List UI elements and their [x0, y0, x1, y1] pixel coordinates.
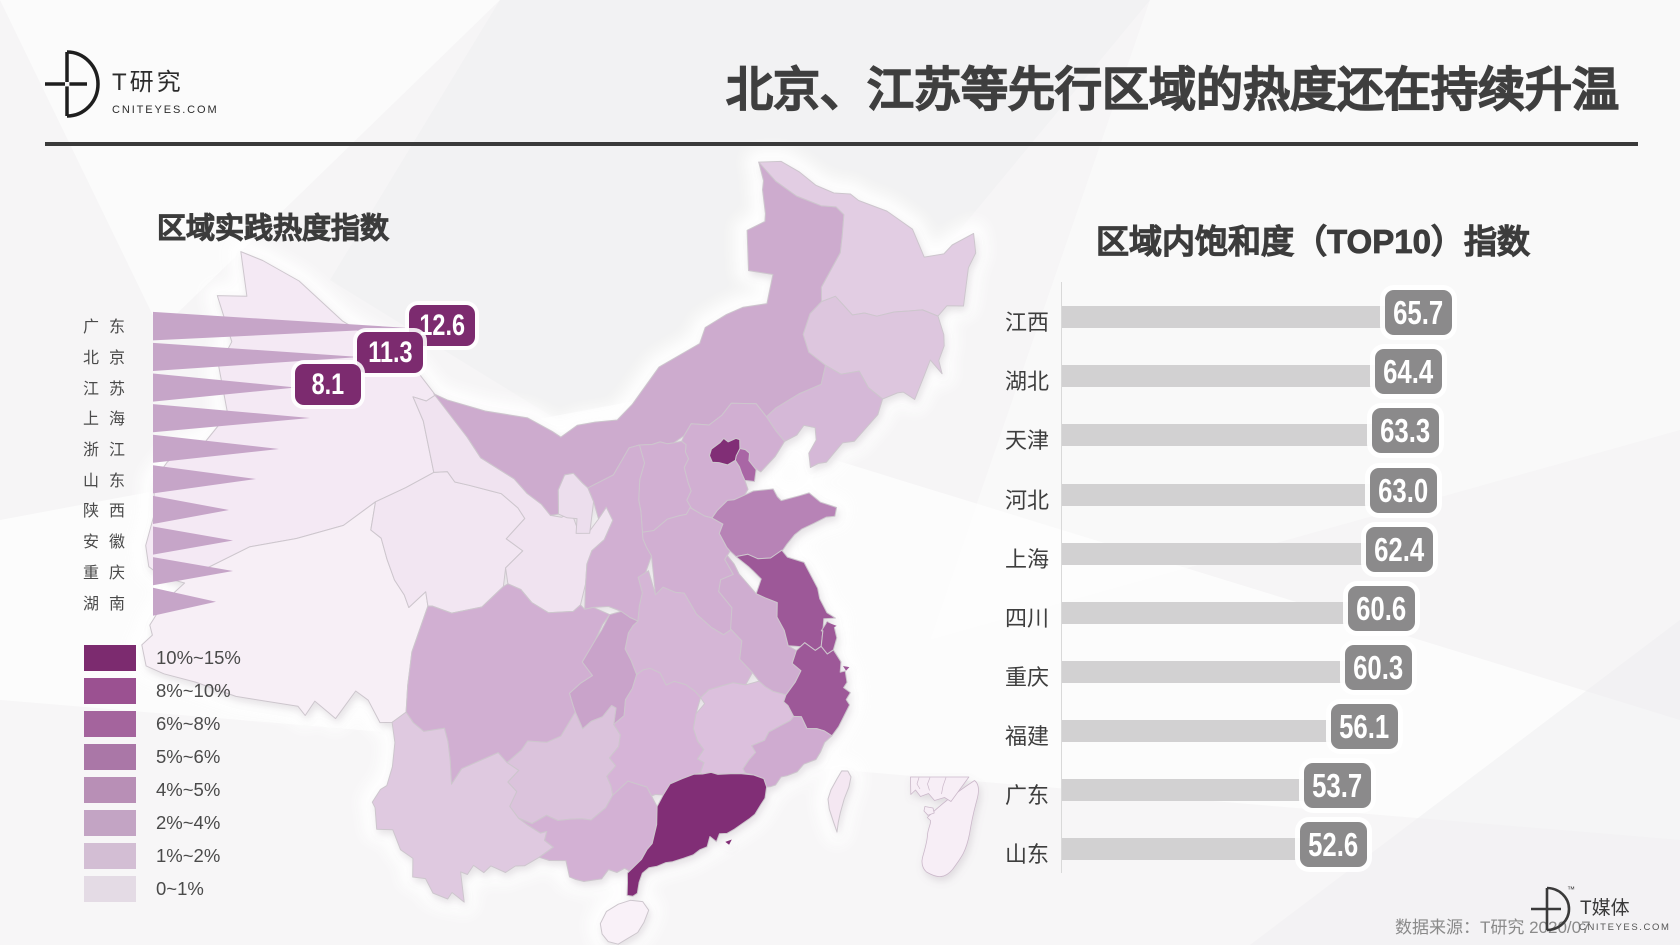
svg-text:T媒体: T媒体 — [1580, 897, 1630, 919]
svg-text:™: ™ — [1567, 885, 1575, 894]
svg-text:CNITEYES.COM: CNITEYES.COM — [1579, 922, 1671, 933]
